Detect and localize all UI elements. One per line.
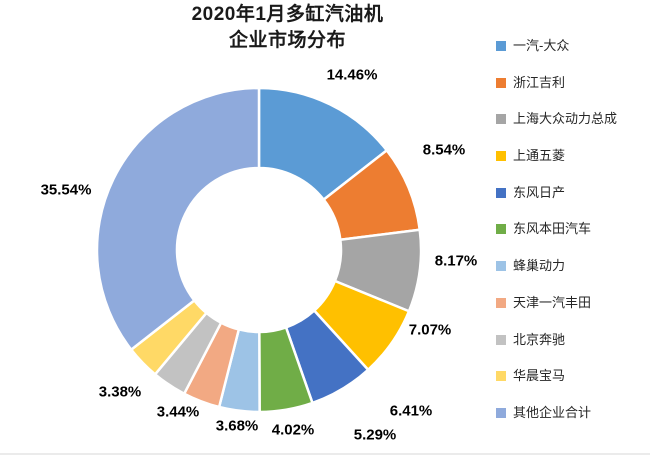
legend-swatch-icon (496, 371, 506, 382)
slice-label-zhejiang-jili: 8.54% (422, 141, 466, 159)
legend-label: 东风本田汽车 (513, 221, 592, 237)
legend-label: 蜂巢动力 (513, 258, 566, 274)
legend-item: 天津一汽丰田 (496, 291, 617, 315)
legend-label: 其他企业合计 (513, 404, 592, 420)
legend-item: 蜂巢动力 (496, 254, 617, 278)
legend-item: 东风本田汽车 (496, 217, 617, 241)
donut-slice-10 (95, 86, 261, 351)
legend-item: 华晨宝马 (496, 364, 617, 388)
legend-swatch-icon (496, 77, 506, 88)
legend-swatch-icon (496, 41, 506, 51)
slice-label-tianjin-fengtian: 3.68% (215, 417, 259, 435)
chart-title-line1: 2020年1月多缸汽油机 (191, 4, 384, 25)
legend-item: 浙江吉利 (496, 71, 617, 95)
slice-label-yiqi-dazhong: 14.46% (326, 66, 378, 84)
legend-swatch-icon (496, 407, 506, 418)
legend-swatch-icon (496, 297, 506, 308)
slice-label-qita-heji: 35.54% (40, 181, 92, 199)
legend: 一汽-大众 浙江吉利 上海大众动力总成 上通五菱 东风日产 东风本田汽车 蜂巢动… (496, 34, 617, 425)
legend-item: 上通五菱 (496, 144, 617, 168)
legend-label: 上通五菱 (513, 148, 566, 164)
legend-label: 北京奔驰 (513, 331, 566, 347)
legend-label: 上海大众动力总成 (513, 111, 618, 127)
slice-label-fengchao: 4.02% (271, 421, 315, 439)
legend-item: 其他企业合计 (496, 401, 617, 425)
legend-swatch-icon (496, 187, 506, 198)
legend-swatch-icon (496, 261, 506, 272)
chart-title: 2020年1月多缸汽油机 企业市场分布 (0, 2, 575, 54)
legend-swatch-icon (496, 224, 506, 235)
legend-label: 东风日产 (513, 184, 566, 200)
slice-label-beijing-benchi: 3.44% (156, 403, 200, 421)
legend-label: 浙江吉利 (513, 74, 566, 90)
slice-label-huachen-baoma: 3.38% (98, 383, 142, 401)
legend-item: 上海大众动力总成 (496, 107, 617, 131)
legend-label: 天津一汽丰田 (513, 294, 592, 310)
slice-label-shangtong-wuling: 7.07% (408, 321, 452, 339)
legend-swatch-icon (496, 114, 506, 125)
legend-label: 华晨宝马 (513, 368, 566, 384)
legend-swatch-icon (496, 151, 506, 162)
slice-label-dongfeng-bentian: 5.29% (353, 426, 397, 444)
legend-swatch-icon (496, 334, 506, 345)
legend-item: 北京奔驰 (496, 328, 617, 352)
slice-label-dongfeng-richan: 6.41% (389, 402, 433, 420)
slice-label-shanghai-dazhong: 8.17% (434, 252, 478, 270)
bottom-divider (0, 453, 650, 455)
legend-label: 一汽-大众 (513, 38, 570, 53)
legend-item: 一汽-大众 (496, 34, 617, 58)
legend-item: 东风日产 (496, 181, 617, 205)
chart-title-line2: 企业市场分布 (228, 30, 346, 51)
